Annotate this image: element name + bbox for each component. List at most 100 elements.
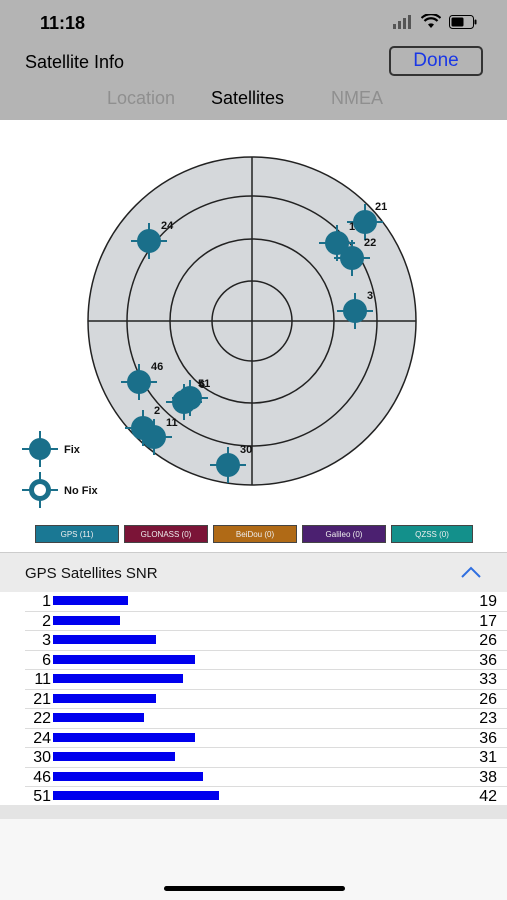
satellite-fix-icon [216, 453, 240, 477]
done-button[interactable]: Done [389, 46, 483, 76]
snr-satellite-id: 11 [34, 671, 51, 688]
page-title: Satellite Info [25, 52, 125, 72]
snr-value: 19 [479, 593, 497, 610]
snr-value: 23 [479, 710, 497, 727]
constellation-beidou-button[interactable]: BeiDou (0) [213, 525, 297, 543]
snr-bar [53, 635, 156, 644]
satellite-fix-icon [172, 390, 196, 414]
snr-satellite-id: 1 [42, 593, 51, 610]
snr-value: 38 [479, 768, 497, 786]
snr-satellite-id: 46 [33, 768, 51, 786]
satellite-fix-icon [137, 229, 161, 253]
bottom-divider [0, 805, 507, 819]
snr-value: 17 [479, 612, 497, 630]
satellite-fix-icon [142, 425, 166, 449]
snr-satellite-id: 51 [33, 788, 51, 805]
constellation-qzss-button[interactable]: QZSS (0) [391, 525, 473, 543]
snr-satellite-id: 30 [33, 749, 51, 766]
satellite-label: 1 [349, 221, 355, 233]
satellite-label: 51 [198, 378, 210, 390]
snr-satellite-id: 24 [33, 729, 51, 747]
satellite-fix-icon [127, 370, 151, 394]
snr-row: 21 26 [25, 690, 507, 709]
satellite-marker: 6 [166, 379, 205, 420]
snr-satellite-id: 21 [33, 690, 51, 708]
snr-satellite-id: 22 [33, 710, 51, 727]
satellite-marker: 22 [334, 237, 376, 276]
snr-value: 26 [479, 632, 497, 649]
fix-icon [29, 438, 51, 460]
snr-row: 3 26 [25, 631, 507, 651]
chevron-up-icon[interactable] [460, 565, 482, 579]
home-indicator [164, 886, 345, 891]
snr-satellite-id: 6 [42, 651, 51, 669]
snr-bar [53, 732, 196, 742]
snr-bar [53, 674, 184, 683]
legend-fix-label: Fix [64, 444, 81, 456]
snr-bar [53, 596, 129, 605]
signal-icon [393, 14, 411, 29]
snr-bar [53, 615, 121, 625]
satellite-label: 11 [166, 417, 178, 429]
snr-row: 1 19 [25, 592, 507, 612]
snr-bar [53, 654, 196, 664]
satellite-label: 2 [154, 405, 160, 417]
wifi-icon [421, 14, 441, 28]
legend-no-fix: No Fix [22, 472, 98, 508]
satellite-label: 22 [364, 237, 376, 249]
satellite-fix-icon [340, 246, 364, 270]
satellite-marker: 46 [121, 361, 163, 400]
satellite-fix-icon [353, 210, 377, 234]
top-bar: 11:18 Satellite Info Done Location Satel… [0, 0, 507, 120]
snr-value: 26 [479, 690, 497, 708]
satellite-label: 6 [199, 379, 205, 391]
snr-section-header[interactable]: GPS Satellites SNR [0, 552, 507, 592]
snr-row: 46 38 [25, 768, 507, 787]
snr-row: 22 23 [25, 709, 507, 729]
satellite-label: 46 [151, 361, 163, 373]
snr-value: 33 [479, 671, 497, 688]
snr-section-title: GPS Satellites SNR [25, 565, 158, 582]
satellite-label: 21 [375, 201, 387, 213]
legend-nofix-label: No Fix [64, 485, 98, 497]
snr-bar [53, 752, 176, 761]
battery-icon [449, 14, 477, 29]
satellite-label: 30 [240, 444, 252, 456]
snr-value: 36 [479, 651, 497, 669]
tab-bar: Location Satellites NMEA [0, 88, 507, 112]
snr-value: 36 [479, 729, 497, 747]
tab-nmea[interactable]: NMEA [331, 88, 384, 108]
snr-bar [53, 693, 156, 703]
snr-bar [53, 791, 219, 800]
status-icons [393, 14, 477, 29]
snr-bar [53, 713, 144, 722]
snr-value: 31 [479, 749, 497, 766]
satellite-marker: 11 [136, 417, 178, 455]
satellite-marker: 24 [131, 220, 174, 259]
snr-satellite-id: 3 [42, 632, 51, 649]
status-time: 11:18 [40, 13, 86, 33]
constellation-galileo-button[interactable]: Galileo (0) [302, 525, 386, 543]
satellite-marker: 1 [319, 221, 355, 261]
satellite-fix-icon [325, 231, 349, 255]
tab-location[interactable]: Location [107, 88, 176, 108]
snr-satellite-id: 2 [42, 612, 51, 630]
tab-satellites[interactable]: Satellites [211, 88, 285, 108]
legend-fix: Fix [22, 431, 81, 467]
snr-row: 30 31 [25, 748, 507, 768]
snr-row: 2 17 [25, 612, 507, 631]
snr-value: 42 [479, 788, 497, 805]
snr-bar [53, 771, 204, 781]
constellation-glonass-button[interactable]: GLONASS (0) [124, 525, 208, 543]
bottom-area [0, 805, 507, 900]
snr-row: 6 36 [25, 651, 507, 670]
satellite-marker: 3 [337, 290, 373, 329]
constellation-gps-button[interactable]: GPS (11) [35, 525, 119, 543]
snr-row: 51 42 [25, 787, 507, 807]
satellite-marker: 21 [347, 201, 387, 240]
satellite-fix-icon [343, 299, 367, 323]
satellite-marker: 30 [210, 444, 252, 483]
snr-list: 1 19 2 17 3 26 6 36 11 33 21 26 22 23 24 36 30 31 46 38 51 42 [25, 592, 507, 807]
